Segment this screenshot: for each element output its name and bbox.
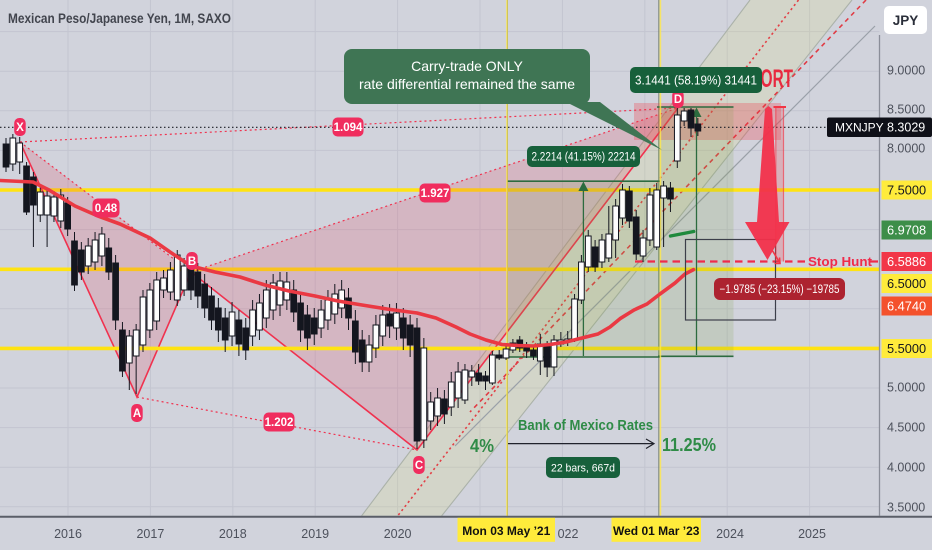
svg-text:8.0000: 8.0000 [887,142,925,156]
svg-text:2024: 2024 [716,527,744,541]
svg-text:Carry-trade ONLY: Carry-trade ONLY [411,58,523,74]
svg-text:22 bars, 667d: 22 bars, 667d [551,462,615,474]
svg-text:JPY: JPY [893,13,919,28]
svg-text:−1.9785 (−23.15%) −19785: −1.9785 (−23.15%) −19785 [720,284,840,296]
svg-text:9.0000: 9.0000 [887,64,925,78]
svg-text:A: A [133,408,141,420]
svg-text:2018: 2018 [219,527,247,541]
svg-text:2025: 2025 [798,527,826,541]
svg-text:6.4740: 6.4740 [887,299,926,314]
svg-text:X: X [16,122,24,134]
svg-text:6.5886: 6.5886 [887,254,926,269]
svg-text:1.202: 1.202 [265,417,294,429]
svg-text:1.094: 1.094 [334,122,363,134]
svg-text:2019: 2019 [301,527,329,541]
svg-text:4%: 4% [470,436,494,456]
svg-text:4.0000: 4.0000 [887,461,925,475]
svg-text:2.2214 (41.15%) 22214: 2.2214 (41.15%) 22214 [532,152,637,164]
svg-text:Stop Hunt: Stop Hunt [808,254,873,269]
svg-text:D: D [674,94,682,106]
svg-text:3.5000: 3.5000 [887,501,925,515]
svg-text:022: 022 [558,527,579,541]
svg-text:Mon 03 May ’21: Mon 03 May ’21 [462,524,550,538]
svg-text:2017: 2017 [136,527,164,541]
svg-text:Mexican Peso/Japanese Yen, 1M,: Mexican Peso/Japanese Yen, 1M, SAXO [8,11,231,26]
svg-text:5.5000: 5.5000 [887,341,926,356]
svg-text:3.1441 (58.19%) 31441: 3.1441 (58.19%) 31441 [635,73,757,87]
svg-text:5.0000: 5.0000 [887,381,925,395]
svg-text:8.3029: 8.3029 [887,121,925,135]
svg-text:7.5000: 7.5000 [887,183,926,198]
svg-text:MXNJPY: MXNJPY [835,121,884,135]
svg-text:1.927: 1.927 [421,188,450,200]
svg-text:Wed 01 Mar ’23: Wed 01 Mar ’23 [613,524,700,538]
svg-text:0.48: 0.48 [95,203,118,215]
svg-text:C: C [415,460,423,472]
svg-text:Bank of Mexico Rates: Bank of Mexico Rates [518,417,653,434]
svg-text:B: B [188,256,196,268]
svg-text:rate differential remained the: rate differential remained the same [359,76,575,92]
svg-text:6.5000: 6.5000 [887,276,926,291]
svg-text:2016: 2016 [54,527,82,541]
svg-text:11.25%: 11.25% [662,435,716,455]
svg-text:2020: 2020 [384,527,412,541]
svg-text:4.5000: 4.5000 [887,421,925,435]
svg-text:8.5000: 8.5000 [887,103,925,117]
svg-text:6.9708: 6.9708 [887,223,926,238]
